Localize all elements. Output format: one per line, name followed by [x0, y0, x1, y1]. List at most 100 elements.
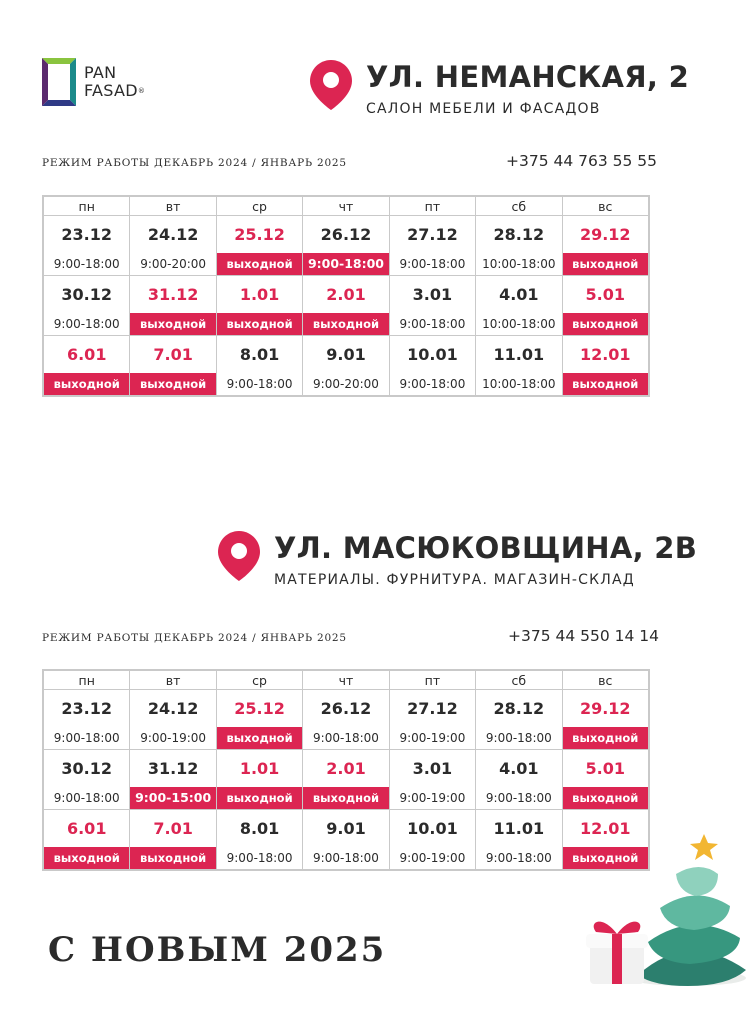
day-date: 31.12 [129, 275, 217, 313]
weekday-header: сб [475, 196, 563, 216]
day-date: 11.01 [475, 809, 563, 847]
christmas-tree-icon [630, 834, 746, 986]
day-hours: 9:00-19:00 [129, 726, 217, 750]
store2-phone[interactable]: +375 44 550 14 14 [508, 627, 660, 645]
day-date: 5.01 [561, 749, 650, 787]
day-off-badge: выходной [561, 252, 650, 276]
day-hours: 9:00-18:00 [475, 726, 563, 750]
day-hours: 9:00-18:00 [475, 846, 563, 870]
store1-phone[interactable]: +375 44 763 55 55 [506, 152, 658, 170]
day-date: 3.01 [388, 275, 477, 313]
day-hours: 9:00-18:00 [215, 846, 304, 870]
day-date: 23.12 [42, 689, 131, 727]
day-date: 1.01 [215, 275, 304, 313]
day-date: 1.01 [215, 749, 304, 787]
day-date: 29.12 [561, 689, 650, 727]
day-date: 2.01 [302, 275, 390, 313]
day-hours: 9:00-18:00 [42, 312, 131, 336]
weekday-header: сб [475, 670, 563, 690]
day-hours: 9:00-18:00 [42, 726, 131, 750]
day-date: 27.12 [388, 215, 477, 253]
day-date: 8.01 [215, 335, 304, 373]
weekday-header: ср [215, 670, 304, 690]
logo-line-1: PAN [84, 63, 117, 82]
weekday-header: пт [388, 196, 477, 216]
day-hours: 9:00-18:00 [215, 372, 304, 396]
day-hours: 9:00-19:00 [388, 846, 477, 870]
day-off-badge: выходной [561, 726, 650, 750]
day-date: 24.12 [129, 689, 217, 727]
day-date: 10.01 [388, 335, 477, 373]
day-date: 25.12 [215, 689, 304, 727]
day-date: 12.01 [561, 335, 650, 373]
day-hours: 9:00-19:00 [388, 786, 477, 810]
day-date: 28.12 [475, 689, 563, 727]
day-hours: 9:00-18:00 [388, 372, 477, 396]
day-date: 2.01 [302, 749, 390, 787]
logo-wordmark: PAN FASAD® [84, 64, 145, 100]
registered-mark: ® [137, 87, 146, 95]
day-off-badge: выходной [215, 252, 304, 276]
logo-mark-icon [42, 58, 76, 106]
day-off-badge: выходной [561, 846, 650, 870]
store1-schedule-caption: РЕЖИМ РАБОТЫ ДЕКАБРЬ 2024 / ЯНВАРЬ 2025 [42, 157, 347, 169]
day-date: 7.01 [129, 809, 217, 847]
weekday-header: чт [302, 196, 390, 216]
day-date: 30.12 [42, 275, 131, 313]
day-hours: 10:00-18:00 [475, 372, 563, 396]
day-hours: 9:00-18:00 [388, 312, 477, 336]
logo-line-2: FASAD [84, 81, 138, 100]
store2-address-block: УЛ. МАСЮКОВЩИНА, 2В МАТЕРИАЛЫ. ФУРНИТУРА… [218, 531, 697, 588]
store2-schedule-table: пн вт ср чт пт сб вс 23.12 24.12 25.12 26.12 27.12 2… [42, 669, 650, 871]
day-off-badge: выходной [42, 846, 131, 870]
weekday-header: чт [302, 670, 390, 690]
day-date: 4.01 [475, 749, 563, 787]
day-off-badge: выходной [215, 312, 304, 336]
day-hours: 10:00-18:00 [475, 252, 563, 276]
day-date: 4.01 [475, 275, 563, 313]
brand-logo: PAN FASAD® [42, 58, 145, 106]
day-off-badge: выходной [215, 726, 304, 750]
day-hours: 9:00-15:00 [129, 786, 217, 810]
day-hours: 9:00-18:00 [475, 786, 563, 810]
location-pin-icon [218, 531, 260, 581]
day-date: 25.12 [215, 215, 304, 253]
day-date: 5.01 [561, 275, 650, 313]
day-off-badge: выходной [561, 312, 650, 336]
weekday-header: вт [129, 196, 217, 216]
weekday-header: вс [561, 196, 650, 216]
day-off-badge: выходной [302, 786, 390, 810]
day-off-badge: выходной [561, 786, 650, 810]
day-hours: 9:00-18:00 [42, 252, 131, 276]
weekday-header: пн [42, 670, 131, 690]
day-date: 24.12 [129, 215, 217, 253]
location-pin-icon [310, 60, 352, 110]
gift-box-icon [586, 921, 648, 984]
day-date: 7.01 [129, 335, 217, 373]
store1-address-block: УЛ. НЕМАНСКАЯ, 2 САЛОН МЕБЕЛИ И ФАСАДОВ [310, 60, 689, 117]
day-date: 30.12 [42, 749, 131, 787]
weekday-header: вс [561, 670, 650, 690]
weekday-header: ср [215, 196, 304, 216]
day-off-badge: выходной [561, 372, 650, 396]
store2-schedule-caption: РЕЖИМ РАБОТЫ ДЕКАБРЬ 2024 / ЯНВАРЬ 2025 [42, 632, 347, 644]
day-date: 6.01 [42, 335, 131, 373]
weekday-header: пт [388, 670, 477, 690]
day-date: 26.12 [302, 689, 390, 727]
store1-schedule-table: пн вт ср чт пт сб вс 23.12 24.12 25.12 26.12 27.12 2… [42, 195, 650, 397]
day-hours: 9:00-18:00 [302, 252, 390, 276]
day-date: 9.01 [302, 809, 390, 847]
day-date: 11.01 [475, 335, 563, 373]
weekday-header: вт [129, 670, 217, 690]
day-date: 27.12 [388, 689, 477, 727]
day-date: 29.12 [561, 215, 650, 253]
new-year-greeting: С НОВЫМ 2025 [48, 930, 387, 970]
day-date: 10.01 [388, 809, 477, 847]
day-date: 12.01 [561, 809, 650, 847]
day-date: 23.12 [42, 215, 131, 253]
day-off-badge: выходной [129, 312, 217, 336]
day-date: 26.12 [302, 215, 390, 253]
day-hours: 9:00-19:00 [388, 726, 477, 750]
day-hours: 9:00-20:00 [302, 372, 390, 396]
day-hours: 9:00-18:00 [42, 786, 131, 810]
